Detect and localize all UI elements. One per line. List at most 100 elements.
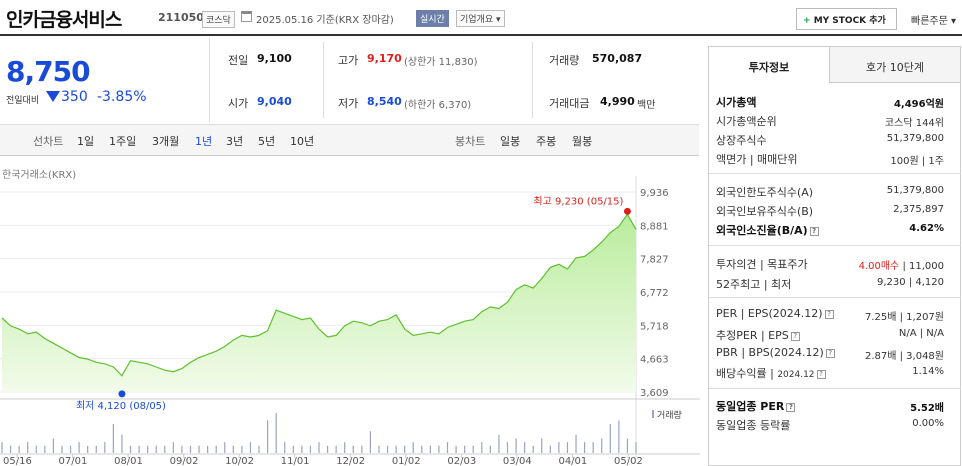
opinion-value: 4.00매수 xyxy=(858,261,900,272)
base-date: 2025.05.16 기준(KRX 장마감) xyxy=(256,15,394,26)
volume-bar xyxy=(438,445,440,453)
volume-bar xyxy=(583,442,586,453)
face-value: 100원 | 1주 xyxy=(890,156,944,167)
y-tick-label: 7,827 xyxy=(640,255,669,266)
volume-bar xyxy=(404,445,406,453)
stock-code: 211050 xyxy=(158,11,204,24)
period-1y[interactable]: 1년 xyxy=(195,135,213,148)
volume-bar xyxy=(121,434,123,453)
x-tick-label: 02/03 xyxy=(447,456,476,466)
x-tick-label: 09/02 xyxy=(170,456,199,466)
volume-bar xyxy=(626,438,629,453)
cap-rank-label: 시가총액순위 xyxy=(716,115,777,128)
x-tick-label: 01/02 xyxy=(392,456,421,466)
my-stock-add-button[interactable]: + MY STOCK 추가 xyxy=(796,8,897,30)
volume-bar xyxy=(164,445,166,453)
volume-bar xyxy=(618,420,620,453)
volume-bar xyxy=(207,445,209,453)
candle-daily[interactable]: 일봉 xyxy=(500,135,521,148)
help-icon[interactable]: ? xyxy=(824,309,834,319)
change-percent: -3.85% xyxy=(97,89,147,105)
line-chart-header: 선차트 xyxy=(33,135,64,148)
help-icon[interactable]: ? xyxy=(825,348,835,358)
plus-icon: + xyxy=(803,16,814,26)
divider xyxy=(709,388,961,389)
shares-value: 51,379,800 xyxy=(886,133,944,144)
y-tick-label: 3,609 xyxy=(640,388,669,399)
volume-bar xyxy=(61,445,63,453)
volume-bar xyxy=(232,445,234,453)
volume-bar xyxy=(541,438,543,453)
price-line xyxy=(1,213,637,377)
volume-bar xyxy=(258,445,260,453)
chart-source: 한국거래소(KRX) xyxy=(2,170,77,181)
tab-investment-info[interactable]: 투자정보 xyxy=(709,47,829,83)
candle-monthly[interactable]: 월봉 xyxy=(572,135,593,148)
period-1w[interactable]: 1주일 xyxy=(109,135,137,148)
candle-weekly[interactable]: 주봉 xyxy=(536,135,557,148)
help-icon[interactable]: ? xyxy=(816,369,826,379)
volume-legend-icon xyxy=(652,410,654,418)
volume-bar xyxy=(44,445,46,453)
x-tick-label: 08/01 xyxy=(114,456,143,466)
foreign-limit-label: 외국인한도주식수(A) xyxy=(716,186,814,199)
prev-close-value: 9,100 xyxy=(257,52,292,65)
change-label: 전일대비 xyxy=(6,96,40,106)
volume-bar xyxy=(104,442,106,453)
volume-bar xyxy=(344,442,346,453)
high-label: 최고 9,230 (05/15) xyxy=(533,195,623,207)
volume-bar xyxy=(421,445,423,453)
amount-unit: 백만 xyxy=(637,100,656,111)
company-name: 인카금융서비스 xyxy=(6,9,122,31)
company-overview-dropdown[interactable]: 기업개요 ▾ xyxy=(456,10,505,27)
lower-limit: (하한가 6,370) xyxy=(404,100,472,111)
period-3m[interactable]: 3개월 xyxy=(152,135,180,148)
volume-bar xyxy=(464,445,466,453)
tab-orderbook[interactable]: 호가 10단계 xyxy=(829,47,960,83)
volume-bar xyxy=(515,438,517,453)
volume-bar xyxy=(292,445,294,453)
volume-bar xyxy=(318,442,320,453)
open-value: 9,040 xyxy=(257,95,292,108)
help-icon[interactable]: ? xyxy=(790,331,800,341)
pbr-label: PBR | BPS(2024.12) xyxy=(716,346,824,359)
volume-bar xyxy=(87,445,89,453)
period-3y[interactable]: 3년 xyxy=(226,135,244,148)
volume-bar xyxy=(52,438,55,453)
week52-value: 9,230 | 4,120 xyxy=(877,277,944,288)
quick-order-dropdown[interactable]: 빠른주문 ▾ xyxy=(911,16,956,27)
y-tick-label: 9,936 xyxy=(640,188,669,199)
period-10y[interactable]: 10년 xyxy=(290,135,315,148)
upper-limit: (상한가 11,830) xyxy=(404,57,478,68)
volume-bar xyxy=(1,442,3,453)
market-cap-value: 4,496억원 xyxy=(893,99,944,110)
market-cap-label: 시가총액 xyxy=(716,96,757,109)
volume-bar xyxy=(335,445,337,453)
volume-bar xyxy=(275,413,277,453)
period-5y[interactable]: 5년 xyxy=(258,135,276,148)
help-icon[interactable]: ? xyxy=(809,226,819,236)
stock-header xyxy=(0,0,962,36)
volume-bar xyxy=(352,445,354,453)
help-icon[interactable]: ? xyxy=(786,402,796,412)
high-marker xyxy=(623,207,631,215)
volume-bar xyxy=(189,445,192,453)
foreign-hold-label: 외국인보유주식수(B) xyxy=(716,205,814,218)
price-box xyxy=(0,38,210,122)
divider xyxy=(709,297,961,298)
volume-bar xyxy=(609,423,611,453)
volume-legend-label: 거래량 xyxy=(657,409,682,421)
volume-bar xyxy=(472,445,474,453)
volume-label: 거래량 xyxy=(549,54,580,67)
period-1d[interactable]: 1일 xyxy=(77,135,95,148)
realtime-button[interactable]: 실시간 xyxy=(416,10,449,27)
volume-bar xyxy=(532,445,534,453)
y-tick-label: 6,772 xyxy=(640,288,669,299)
per-value: 7.25배 | 1,207원 xyxy=(864,312,944,323)
foreign-ratio-row: 외국인소진율(B/A)? xyxy=(716,222,819,238)
low-label: 최저 4,120 (08/05) xyxy=(76,400,166,412)
my-stock-label: MY STOCK 추가 xyxy=(813,16,886,26)
volume-bar xyxy=(558,442,560,453)
volume-bar xyxy=(446,442,449,453)
